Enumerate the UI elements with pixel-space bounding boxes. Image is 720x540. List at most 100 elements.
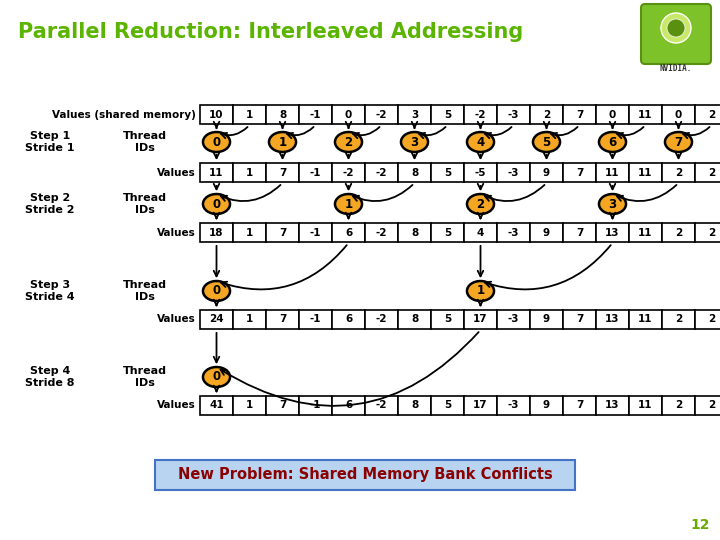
Bar (695, 310, 720, 329)
Text: 1: 1 (246, 167, 253, 178)
Bar (299, 223, 332, 242)
Bar (398, 105, 431, 124)
Text: 8: 8 (411, 227, 418, 238)
Text: 2: 2 (675, 227, 682, 238)
Bar (497, 105, 530, 124)
Text: -2: -2 (376, 227, 387, 238)
Text: Stride 8: Stride 8 (25, 378, 75, 388)
Text: 6: 6 (345, 227, 352, 238)
Text: Values: Values (157, 167, 196, 178)
Bar (299, 396, 332, 415)
Bar (398, 223, 431, 242)
Bar (200, 396, 233, 415)
Text: 4: 4 (477, 136, 485, 148)
Text: -2: -2 (376, 314, 387, 325)
Bar (530, 396, 563, 415)
Bar (596, 396, 629, 415)
Text: -3: -3 (508, 314, 519, 325)
Bar (497, 310, 530, 329)
Bar (596, 223, 629, 242)
Text: 5: 5 (444, 167, 451, 178)
Text: 5: 5 (444, 227, 451, 238)
Ellipse shape (203, 281, 230, 301)
Bar (629, 310, 662, 329)
Text: 9: 9 (543, 167, 550, 178)
Text: 7: 7 (576, 401, 583, 410)
Bar (662, 310, 695, 329)
Text: -2: -2 (474, 110, 486, 119)
Bar (431, 223, 464, 242)
Text: IDs: IDs (135, 292, 155, 302)
Text: 3: 3 (411, 110, 418, 119)
Bar (629, 223, 662, 242)
Bar (695, 396, 720, 415)
Ellipse shape (467, 281, 494, 301)
Text: 0: 0 (345, 110, 352, 119)
Bar (233, 105, 266, 124)
Bar (563, 163, 596, 182)
Bar (497, 223, 530, 242)
Bar (233, 223, 266, 242)
FancyBboxPatch shape (155, 460, 575, 490)
Text: Thread: Thread (123, 280, 167, 290)
Text: 2: 2 (675, 167, 682, 178)
Text: 11: 11 (606, 167, 620, 178)
Bar (662, 105, 695, 124)
Text: -1: -1 (310, 227, 321, 238)
Text: 2: 2 (708, 401, 715, 410)
Text: -3: -3 (508, 227, 519, 238)
Text: -2: -2 (376, 401, 387, 410)
Bar (365, 163, 398, 182)
Bar (365, 223, 398, 242)
Bar (332, 310, 365, 329)
Bar (464, 163, 497, 182)
FancyBboxPatch shape (641, 4, 711, 64)
Text: 0: 0 (609, 110, 616, 119)
Text: 2: 2 (708, 167, 715, 178)
Bar (266, 396, 299, 415)
Text: 2: 2 (708, 110, 715, 119)
Bar (299, 105, 332, 124)
Bar (464, 105, 497, 124)
Bar (398, 163, 431, 182)
Text: NVIDIA.: NVIDIA. (660, 64, 692, 73)
Bar (530, 310, 563, 329)
Text: 3: 3 (410, 136, 418, 148)
Bar (299, 310, 332, 329)
Text: 7: 7 (675, 136, 683, 148)
Text: 11: 11 (638, 110, 653, 119)
Text: 2: 2 (675, 401, 682, 410)
Text: 6: 6 (345, 314, 352, 325)
Text: 6: 6 (608, 136, 616, 148)
Bar (596, 105, 629, 124)
Bar (695, 223, 720, 242)
Bar (398, 310, 431, 329)
Text: 7: 7 (576, 227, 583, 238)
Bar (662, 163, 695, 182)
Text: 5: 5 (542, 136, 551, 148)
Text: -1: -1 (310, 314, 321, 325)
Ellipse shape (335, 132, 362, 152)
Text: 8: 8 (411, 401, 418, 410)
Text: 5: 5 (444, 314, 451, 325)
Bar (431, 396, 464, 415)
Text: 8: 8 (411, 167, 418, 178)
Text: 3: 3 (608, 198, 616, 211)
Text: 1: 1 (279, 136, 287, 148)
Text: 2: 2 (543, 110, 550, 119)
Text: 1: 1 (246, 110, 253, 119)
Text: 9: 9 (543, 401, 550, 410)
Text: Step 2: Step 2 (30, 193, 70, 203)
Text: 11: 11 (638, 314, 653, 325)
Text: 7: 7 (279, 167, 286, 178)
Bar (431, 105, 464, 124)
Bar (365, 396, 398, 415)
Bar (530, 105, 563, 124)
Bar (563, 396, 596, 415)
Text: 4: 4 (477, 227, 484, 238)
Text: New Problem: Shared Memory Bank Conflicts: New Problem: Shared Memory Bank Conflict… (178, 468, 552, 483)
Bar (398, 396, 431, 415)
Bar (563, 105, 596, 124)
Text: 1: 1 (246, 227, 253, 238)
Text: 9: 9 (543, 227, 550, 238)
